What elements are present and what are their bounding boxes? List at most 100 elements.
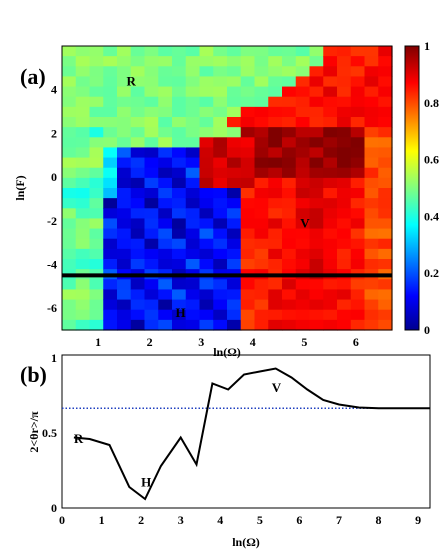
heatmap-cell — [117, 309, 132, 321]
heatmap-cell — [364, 167, 379, 179]
heatmap-cell — [172, 56, 187, 67]
heatmap-cell — [268, 167, 283, 179]
heatmap-cell — [130, 198, 146, 209]
heatmap-cell — [144, 137, 159, 149]
heatmap-cell — [337, 248, 352, 260]
heatmap-cell — [62, 127, 77, 138]
heatmap-cell — [185, 46, 201, 57]
heatmap-cell — [103, 76, 118, 88]
heatmap-cell — [172, 106, 187, 118]
heatmap-cell — [378, 279, 393, 291]
heatmap-cell — [158, 106, 173, 118]
heatmap-cell — [103, 319, 118, 331]
heatmap-cell — [89, 248, 104, 260]
y-tick-label: 1 — [51, 351, 57, 365]
heatmap-cell — [227, 299, 242, 311]
heatmap-cell — [240, 46, 256, 57]
heatmap-cell — [130, 299, 146, 311]
heatmap-cell — [89, 198, 104, 209]
heatmap-cell — [268, 279, 283, 291]
heatmap-cell — [323, 259, 338, 270]
heatmap-cell — [172, 177, 187, 189]
y-tick-label: 0.5 — [42, 426, 57, 440]
heatmap-cell — [254, 137, 269, 149]
heatmap-cell — [364, 228, 379, 240]
heatmap-cell — [75, 177, 91, 189]
heatmap-cell — [62, 177, 77, 189]
heatmap-cell — [309, 157, 324, 169]
y-tick-label: 0 — [51, 170, 57, 184]
heatmap-cell — [227, 228, 242, 240]
x-tick-label: 1 — [95, 335, 101, 349]
heatmap-cell — [240, 228, 256, 240]
heatmap-cell — [378, 147, 393, 159]
heatmap-cell — [103, 96, 118, 108]
colorbar-tick-label: 1 — [424, 39, 430, 53]
heatmap-cell — [103, 46, 118, 57]
heatmap-cell — [227, 208, 242, 220]
heatmap-cell — [364, 66, 379, 78]
heatmap-cell — [240, 177, 256, 189]
heatmap-cell — [254, 177, 269, 189]
heatmap-cell — [199, 188, 214, 199]
heatmap-cell — [172, 238, 187, 250]
heatmap-cell — [75, 157, 91, 169]
heatmap-cell — [62, 106, 77, 118]
heatmap-cell — [350, 218, 366, 230]
heatmap-cell — [144, 147, 159, 159]
heatmap-cell — [364, 208, 379, 220]
heatmap-cell — [199, 299, 214, 311]
heatmap-cell — [213, 96, 228, 108]
heatmap-cell — [75, 76, 91, 88]
heatmap-cell — [227, 167, 242, 179]
heatmap-cell — [103, 86, 118, 98]
heatmap-cell — [295, 218, 311, 230]
heatmap-cell — [323, 238, 338, 250]
heatmap-cell — [254, 248, 269, 260]
heatmap-cell — [240, 147, 256, 159]
heatmap-cell — [117, 56, 132, 67]
heatmap-cell — [350, 319, 366, 331]
heatmap-cell — [240, 188, 256, 199]
heatmap-cell — [268, 218, 283, 230]
heatmap-cell — [323, 137, 338, 149]
heatmap-cell — [89, 96, 104, 108]
heatmap-cell — [240, 238, 256, 250]
heatmap-cell — [130, 147, 146, 159]
heatmap-cell — [254, 56, 269, 67]
heatmap-cell — [158, 96, 173, 108]
heatmap-cell — [282, 309, 297, 321]
heatmap-cell — [282, 127, 297, 138]
heatmap-cell — [227, 198, 242, 209]
heatmap-cell — [350, 299, 366, 311]
heatmap-cell — [144, 259, 159, 270]
heatmap-cell — [337, 208, 352, 220]
heatmap-cell — [185, 198, 201, 209]
heatmap-cell — [227, 319, 242, 331]
heatmap-cell — [199, 319, 214, 331]
heatmap-cell — [227, 86, 242, 98]
heatmap-cell — [185, 106, 201, 118]
heatmap-cell — [378, 137, 393, 149]
heatmap-cell — [282, 279, 297, 291]
heatmap-cell — [199, 106, 214, 118]
heatmap-cell — [337, 279, 352, 291]
heatmap-cell — [89, 177, 104, 189]
heatmap-cell — [130, 117, 146, 128]
heatmap-cell — [144, 289, 159, 301]
heatmap-cell — [282, 167, 297, 179]
heatmap-cell — [337, 76, 352, 88]
heatmap-cell — [103, 137, 118, 149]
point-label-h: H — [141, 475, 151, 490]
heatmap-cell — [337, 86, 352, 98]
heatmap-cell — [309, 228, 324, 240]
heatmap-cell — [364, 127, 379, 138]
region-label-v: V — [300, 215, 310, 230]
heatmap-cell — [378, 117, 393, 128]
heatmap-cell — [323, 228, 338, 240]
y-tick-label: 2 — [51, 126, 57, 140]
heatmap-cell — [172, 86, 187, 98]
heatmap-cell — [350, 208, 366, 220]
heatmap-cell — [364, 279, 379, 291]
heatmap-cell — [350, 279, 366, 291]
